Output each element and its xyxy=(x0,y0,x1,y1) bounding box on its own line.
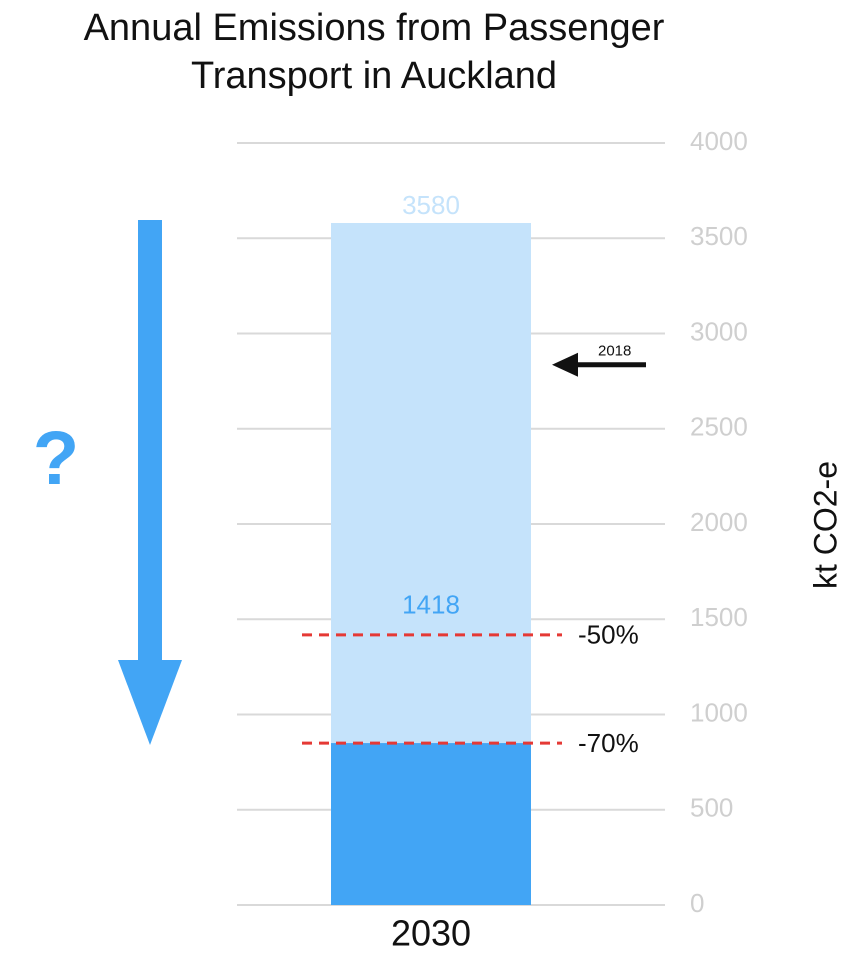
y-tick-label: 500 xyxy=(690,793,733,823)
reference-label: -70% xyxy=(578,728,639,758)
annotation-label: 2018 xyxy=(598,343,631,360)
reference-label: -50% xyxy=(578,620,639,650)
y-tick-label: 2500 xyxy=(690,412,748,442)
y-tick-label: 2000 xyxy=(690,507,748,537)
y-tick-label: 1000 xyxy=(690,697,748,727)
value-label: 1418 xyxy=(402,590,460,620)
down-arrow-head xyxy=(118,660,182,745)
chart-title: Annual Emissions from Passenger Transpor… xyxy=(83,7,665,97)
bar xyxy=(331,743,531,905)
annotation-arrow-head xyxy=(552,352,578,377)
y-axis-label: kt CO2-e xyxy=(807,461,843,589)
annotation-label: ? xyxy=(33,416,79,501)
y-tick-label: 3000 xyxy=(690,316,748,346)
down-arrow-shaft xyxy=(138,220,162,670)
y-tick-label: 1500 xyxy=(690,602,748,632)
value-label: 3580 xyxy=(402,190,460,220)
y-tick-label: 4000 xyxy=(690,126,748,156)
x-tick-label: 2030 xyxy=(391,913,471,954)
y-tick-label: 0 xyxy=(690,888,704,918)
y-tick-label: 3500 xyxy=(690,221,748,251)
